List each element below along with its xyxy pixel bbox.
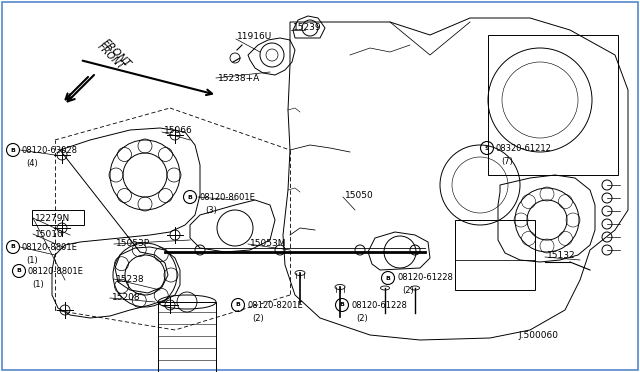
Text: (1): (1) — [26, 256, 38, 264]
Text: 15010: 15010 — [35, 230, 64, 238]
Text: B: B — [11, 244, 15, 250]
Text: (4): (4) — [26, 158, 38, 167]
Text: B: B — [17, 269, 21, 273]
Text: FRONT: FRONT — [100, 38, 132, 70]
Text: (3): (3) — [205, 205, 217, 215]
Text: J.500060: J.500060 — [518, 330, 558, 340]
Bar — [158, 302, 216, 372]
Text: 08120-8201E: 08120-8201E — [247, 301, 303, 310]
Text: B: B — [385, 276, 390, 280]
Text: 08320-61212: 08320-61212 — [496, 144, 552, 153]
Text: (7): (7) — [501, 157, 513, 166]
Text: B: B — [188, 195, 193, 199]
Text: 15238: 15238 — [116, 275, 145, 283]
Text: 15066: 15066 — [164, 125, 193, 135]
Text: 15208: 15208 — [112, 294, 141, 302]
Text: B: B — [340, 302, 344, 308]
Bar — [455, 220, 535, 290]
Text: 15050: 15050 — [345, 190, 374, 199]
Text: 15239: 15239 — [293, 22, 322, 32]
Text: (2): (2) — [252, 314, 264, 323]
Text: 15132: 15132 — [547, 250, 575, 260]
Text: B: B — [236, 302, 241, 308]
Text: 08120-61228: 08120-61228 — [351, 301, 407, 310]
Text: 08120-63028: 08120-63028 — [22, 145, 78, 154]
Text: 08120-8801E: 08120-8801E — [28, 266, 84, 276]
Text: 15053M: 15053M — [250, 240, 287, 248]
Text: 08120-8601E: 08120-8601E — [200, 192, 256, 202]
Text: 15238+A: 15238+A — [218, 74, 260, 83]
Text: S: S — [484, 145, 490, 151]
Text: B: B — [11, 148, 15, 153]
Text: (1): (1) — [32, 279, 44, 289]
Text: (2): (2) — [402, 286, 413, 295]
Bar — [488, 35, 618, 175]
Text: 11916U: 11916U — [237, 32, 272, 41]
Text: FRONT: FRONT — [95, 41, 125, 72]
Text: 08120-8801E: 08120-8801E — [22, 243, 78, 251]
Text: 15053P: 15053P — [116, 240, 150, 248]
Text: (2): (2) — [356, 314, 368, 323]
Text: 12279N: 12279N — [35, 214, 70, 222]
Text: 08120-61228: 08120-61228 — [397, 273, 453, 282]
